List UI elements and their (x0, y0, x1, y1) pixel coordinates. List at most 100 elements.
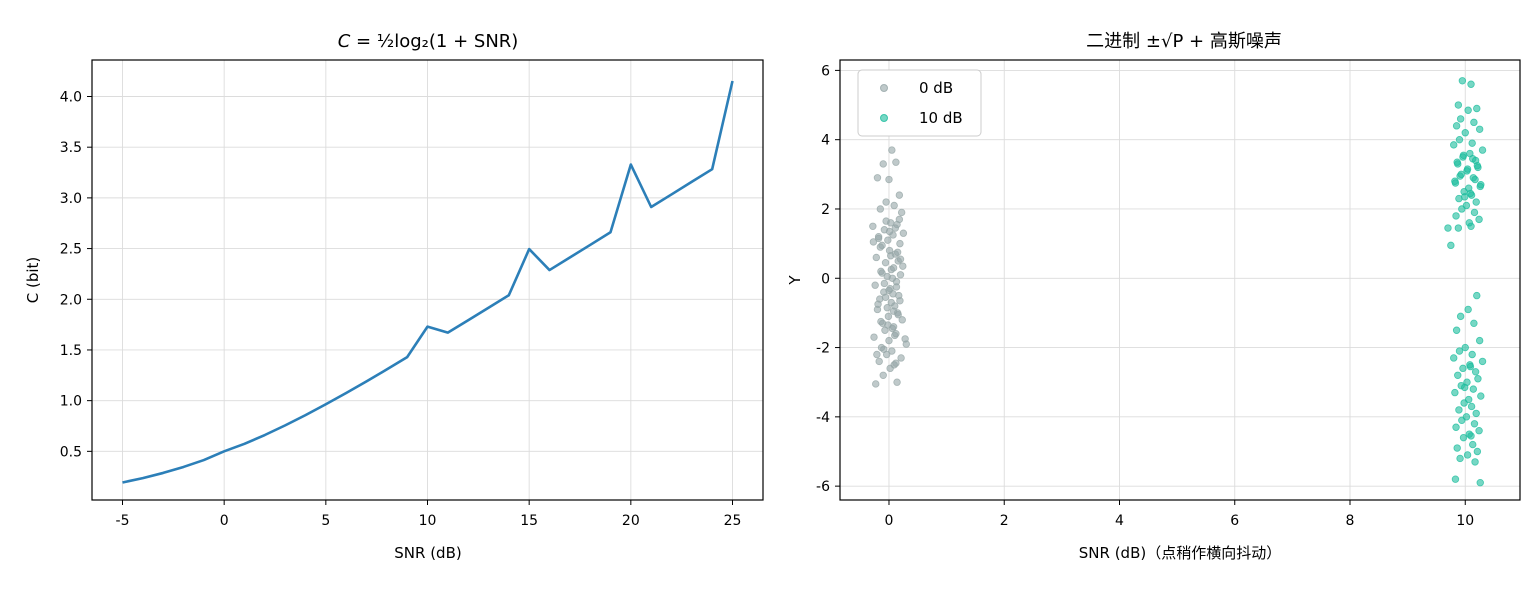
scatter-point-10-db (1478, 146, 1487, 154)
chart-title: 二进制 ±√P + 高斯噪声 (1086, 31, 1282, 52)
scatter-point-0-db (899, 262, 907, 270)
scatter-point-10-db (1451, 475, 1460, 483)
chart-title: C = ½log₂(1 + SNR) (338, 31, 519, 52)
scatter-point-0-db (882, 198, 890, 206)
scatter-point-10-db (1477, 392, 1485, 400)
scatter-point-0-db (881, 258, 890, 267)
capacity-line (122, 80, 734, 484)
y-tick-label: 0.5 (60, 444, 82, 460)
x-axis-label: SNR (dB) (394, 544, 461, 562)
x-tick-label: 8 (1346, 513, 1355, 529)
scatter-point-10-db (1470, 118, 1478, 127)
scatter-point-0-db (885, 336, 893, 345)
scatter-point-10-db (1475, 336, 1484, 345)
capacity-chart: C = ½log₂(1 + SNR) -5 0 5 10 15 20 25 0.5 1.0 1.5… (24, 31, 764, 562)
scatter-point-10-db (1464, 305, 1472, 314)
grid (92, 60, 763, 500)
scatter-point-10-db (1456, 454, 1464, 463)
scatter-point-10-db (1468, 350, 1476, 359)
scatter-point-0-db (895, 215, 904, 224)
scatter-point-10-db (1467, 222, 1475, 230)
scatter-point-0-db (885, 227, 894, 236)
scatter-point-0-db (884, 236, 892, 244)
y-tick-label: 3.0 (60, 191, 82, 207)
scatter-point-0-db (869, 222, 877, 230)
scatter-point-0-db (884, 321, 892, 329)
scatter-point-10-db (1471, 458, 1479, 466)
scatter-point-10-db (1478, 357, 1487, 366)
x-tick-label: 5 (321, 513, 330, 529)
scatter-point-10-db (1454, 101, 1463, 109)
scatter-point-10-db (1475, 125, 1484, 133)
scatter-point-10-db (1452, 423, 1460, 431)
x-tick-label: 25 (724, 513, 742, 529)
scatter-point-0-db (882, 217, 890, 225)
scatter-point-10-db (1451, 388, 1459, 397)
scatter-point-0-db (892, 359, 900, 367)
scatter-point-0-db (899, 229, 908, 237)
scatter-point-0-db (896, 239, 904, 248)
scatter-point-10-db (1468, 139, 1476, 147)
scatter-point-0-db (888, 146, 896, 154)
scatter-point-0-db (886, 364, 894, 373)
scatter-point-10-db (1460, 399, 1468, 407)
scatter-point-10-db (1476, 478, 1484, 487)
x-tick-label: -5 (116, 513, 130, 529)
scatter-point-10-db (1453, 444, 1461, 452)
y-tick-label: 1.0 (60, 394, 82, 410)
scatter-point-0-db (869, 238, 878, 246)
scatter-point-10-db (1473, 291, 1481, 300)
x-tick-label: 15 (520, 513, 538, 529)
scatter-point-10-db (1459, 364, 1467, 373)
scatter-point-0-db (891, 331, 899, 340)
scatter-point-0-db (873, 174, 882, 182)
scatter-point-0-db (896, 297, 904, 305)
axis-ticks: 0 2 4 6 8 10 -6 -4 -2 0 2 4 6 (816, 63, 1474, 529)
scatter-point-0-db (875, 357, 883, 366)
x-tick-label: 0 (885, 513, 894, 529)
scatter-point-10-db (1452, 326, 1461, 334)
scatter-point-10-db (1458, 205, 1466, 213)
x-tick-label: 10 (1456, 513, 1474, 529)
scatter-point-0-db (879, 160, 887, 168)
y-tick-label: 4 (821, 133, 830, 149)
scatter-point-10-db (1455, 347, 1464, 355)
legend: 0 dB 10 dB (857, 69, 982, 137)
scatter-point-0-db (879, 371, 887, 379)
scatter-point-10-db (1466, 189, 1475, 198)
scatter-point-10-db (1456, 115, 1465, 123)
scatter-point-0-db (880, 345, 888, 353)
y-tick-label: 0 (821, 271, 830, 287)
scatter-point-10-db (1451, 179, 1460, 187)
scatter-point-0-db (888, 347, 896, 355)
scatter-point-10-db (1461, 343, 1469, 352)
y-tick-label: 1.5 (60, 343, 82, 359)
legend-marker-10db (880, 114, 888, 122)
x-tick-label: 20 (622, 513, 640, 529)
scatter-point-10-db (1461, 129, 1469, 137)
scatter-point-10-db (1450, 354, 1458, 362)
scatter-point-0-db (889, 307, 898, 315)
scatter-point-10-db (1444, 224, 1452, 232)
scatter-point-0-db (873, 350, 881, 359)
scatter-point-0-db (893, 378, 901, 386)
scatter-point-10-db (1473, 447, 1482, 456)
scatter-point-0-db (892, 283, 901, 291)
scatter-point-0-db (887, 252, 895, 260)
plot-frame (91, 59, 764, 501)
y-tick-label: -6 (816, 479, 830, 495)
scatter-point-0-db (898, 316, 906, 324)
scatter-point-10-db (1472, 409, 1480, 418)
scatter-point-10-db (1452, 212, 1460, 220)
y-axis-label: C (bit) (24, 257, 42, 304)
scatter-point-0-db (872, 380, 880, 388)
plot-marks (122, 80, 734, 484)
scatter-point-0-db (880, 279, 889, 288)
scatter-point-0-db (897, 354, 905, 362)
y-axis-label: Y (786, 275, 804, 286)
x-tick-label: 6 (1230, 513, 1239, 529)
scatter-point-10-db (1447, 241, 1455, 250)
scatter-point-10-db (1452, 122, 1461, 130)
scatter-point-0-db (885, 175, 893, 184)
scatter-point-10-db (1454, 371, 1462, 379)
